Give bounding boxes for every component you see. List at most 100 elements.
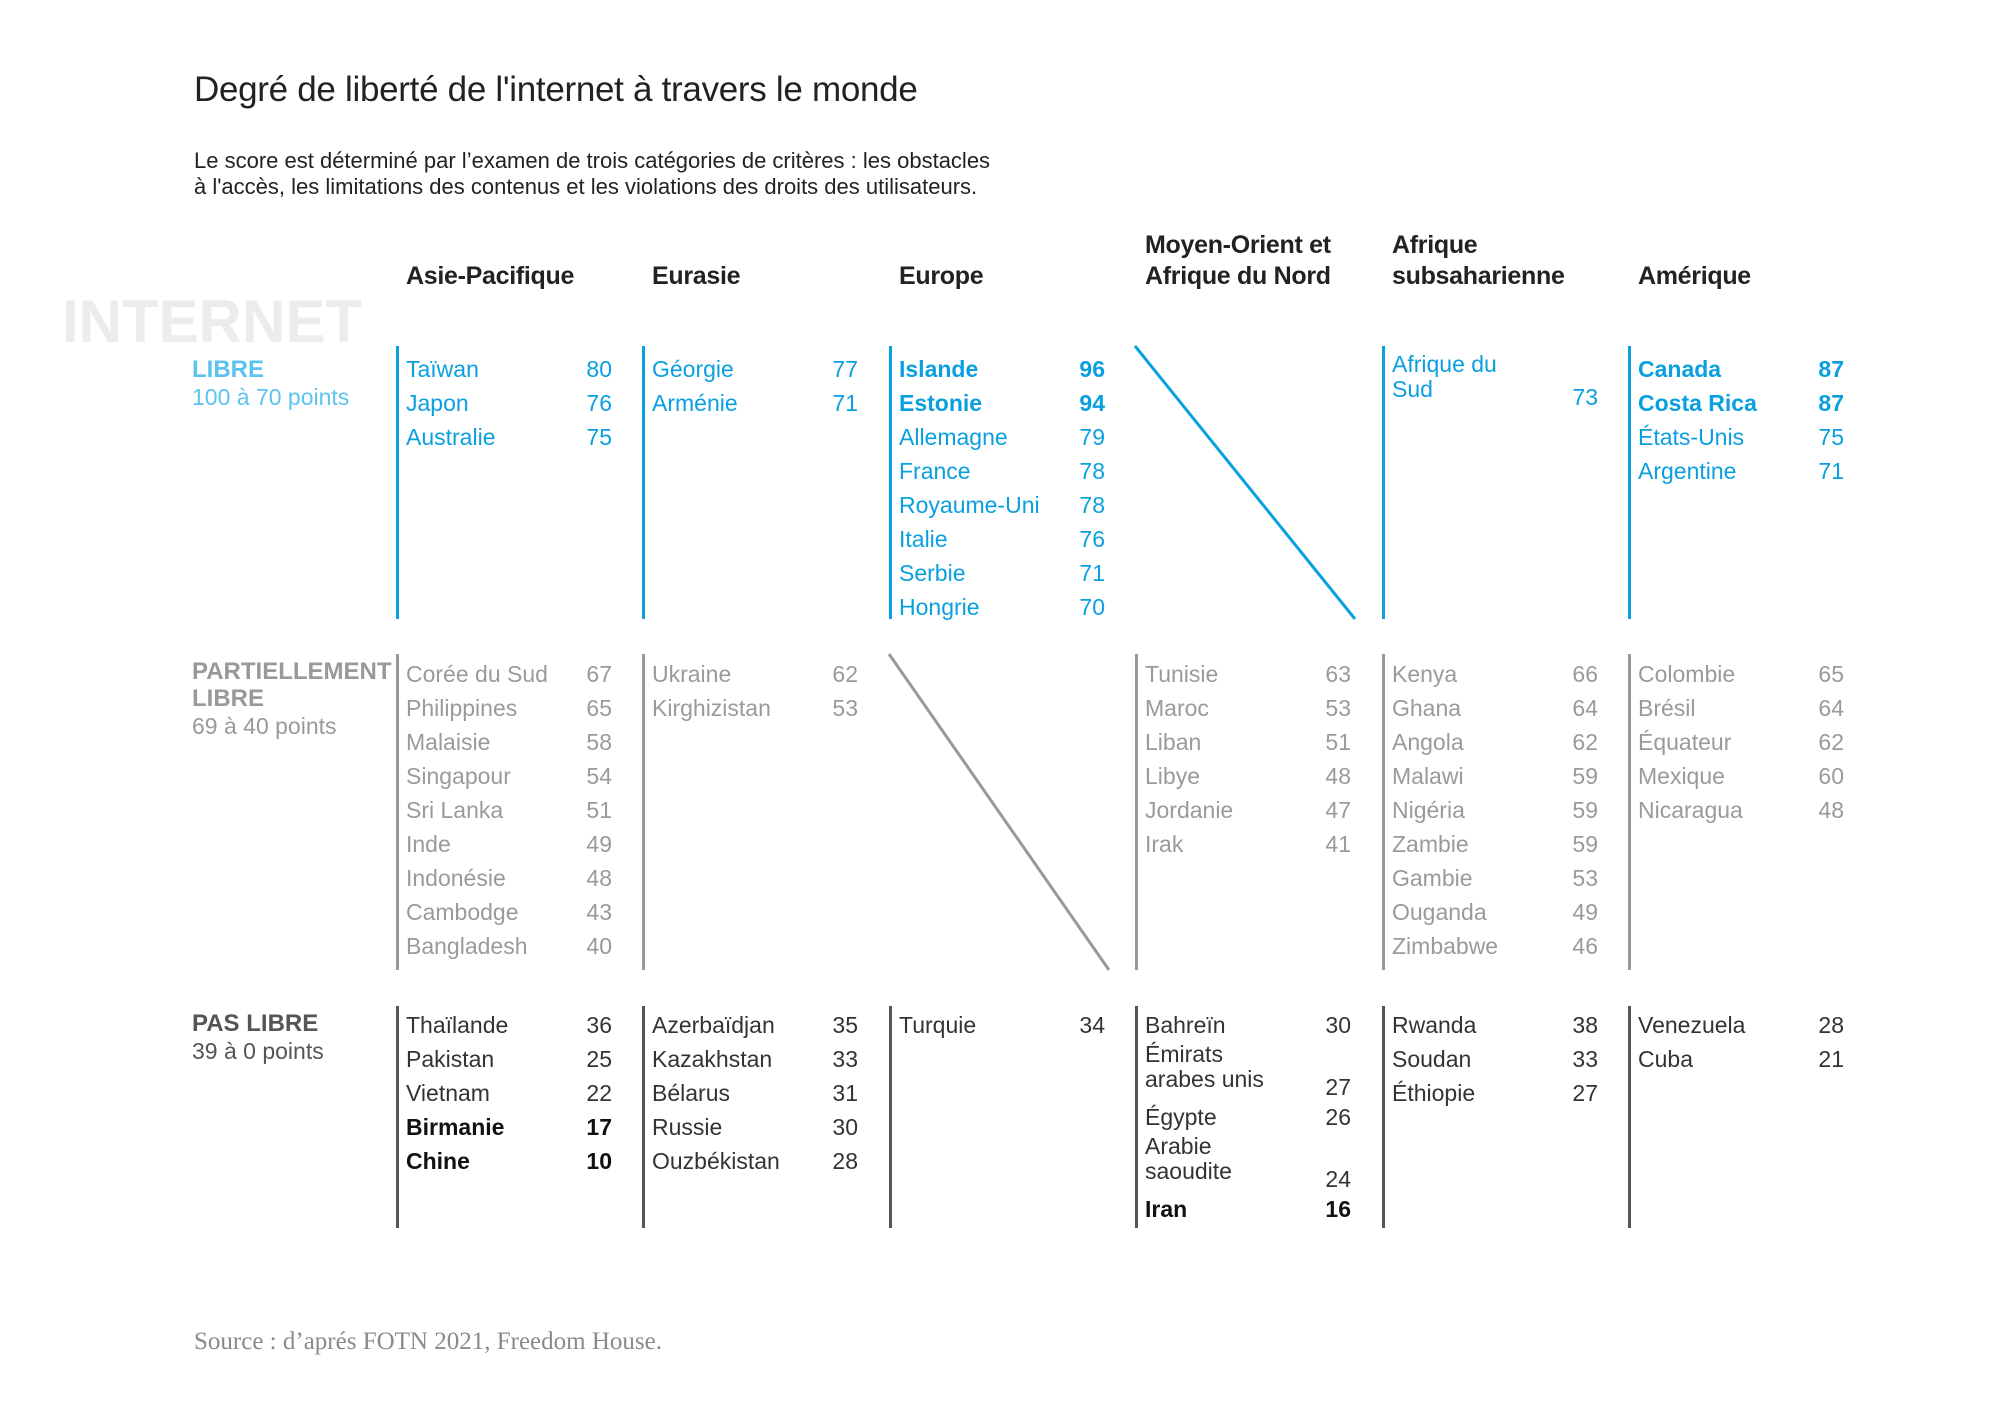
country-score: 94: [1079, 390, 1105, 416]
country-name: Jordanie: [1145, 797, 1234, 823]
country-name: Singapour: [406, 763, 511, 789]
country-list: Azerbaïdjan 35 Kazakhstan 33 Bélarus 31 Russie…: [652, 1008, 858, 1178]
country-score: 59: [1572, 797, 1598, 823]
country-score: 60: [1818, 763, 1844, 789]
country-row: Angola 62: [1392, 725, 1598, 759]
country-score: 77: [832, 356, 858, 382]
country-name: Équateur: [1638, 729, 1732, 755]
country-score: 75: [1818, 424, 1844, 450]
country-score: 22: [586, 1080, 612, 1106]
column-divider: [1382, 1006, 1385, 1228]
country-score: 87: [1818, 390, 1844, 416]
country-name: Costa Rica: [1638, 390, 1757, 416]
country-list: Corée du Sud 67 Philippines 65 Malaisie 58 Sin…: [406, 657, 612, 963]
country-row: Thaïlande 36: [406, 1008, 612, 1042]
country-name: Soudan: [1392, 1046, 1472, 1072]
country-row: Brésil 64: [1638, 691, 1844, 725]
country-name: Pakistan: [406, 1046, 495, 1072]
country-name: Maroc: [1145, 695, 1209, 721]
country-row: Japon 76: [406, 386, 612, 420]
country-name: Zimbabwe: [1392, 933, 1499, 959]
country-score: 28: [832, 1148, 858, 1174]
country-name: Ouzbékistan: [652, 1148, 780, 1174]
country-name: Birmanie: [406, 1114, 505, 1140]
country-score: 34: [1079, 1012, 1105, 1038]
country-score: 16: [1325, 1196, 1351, 1222]
column-divider: [642, 346, 645, 619]
country-name: Kenya: [1392, 661, 1458, 687]
country-row: Argentine 71: [1638, 454, 1844, 488]
column-divider: [396, 1006, 399, 1228]
country-row: Australie 75: [406, 420, 612, 454]
country-row: Nicaragua 48: [1638, 793, 1844, 827]
country-row: Taïwan 80: [406, 352, 612, 386]
subtitle-line: Le score est déterminé par l’examen de t…: [194, 148, 991, 173]
country-score: 76: [1079, 526, 1105, 552]
region-header: Eurasie: [652, 262, 741, 290]
country-name: Islande: [899, 356, 979, 382]
column-divider: [396, 346, 399, 619]
country-score: 62: [832, 661, 858, 687]
country-name: États-Unis: [1638, 424, 1745, 450]
country-score: 31: [832, 1080, 858, 1106]
region-header: Amérique: [1638, 262, 1751, 290]
country-list: Kenya 66 Ghana 64 Angola 62 Malawi 59 Nigéria 59 Z…: [1392, 657, 1598, 963]
country-name: Corée du Sud: [406, 661, 548, 687]
country-name: Vietnam: [406, 1080, 490, 1106]
country-score: 67: [586, 661, 612, 687]
country-row: Cambodge 43: [406, 895, 612, 929]
subtitle: Le score est déterminé par l’examen de t…: [194, 148, 1294, 200]
country-score: 64: [1818, 695, 1844, 721]
country-score: 51: [586, 797, 612, 823]
country-name: Ukraine: [652, 661, 732, 687]
country-row: Ouzbékistan 28: [652, 1144, 858, 1178]
section-label-libre: LIBRE 100 à 70 points: [192, 356, 349, 411]
country-score: 41: [1325, 831, 1351, 857]
country-row: États-Unis 75: [1638, 420, 1844, 454]
country-row: Jordanie 47: [1145, 793, 1351, 827]
country-name: Angola: [1392, 729, 1464, 755]
country-name: Brésil: [1638, 695, 1696, 721]
country-row: Royaume-Uni 78: [899, 488, 1105, 522]
country-name: Royaume-Uni: [899, 492, 1040, 518]
internet-watermark: INTERNET: [62, 288, 362, 355]
country-name: Indonésie: [406, 865, 506, 891]
country-row: Islande 96: [899, 352, 1105, 386]
country-row: Philippines 65: [406, 691, 612, 725]
country-score: 70: [1079, 594, 1105, 620]
country-row: Maroc 53: [1145, 691, 1351, 725]
country-score: 36: [586, 1012, 612, 1038]
region-header: Moyen-Orient et Afrique du Nord: [1145, 231, 1331, 290]
country-score: 17: [586, 1114, 612, 1140]
country-score: 51: [1325, 729, 1351, 755]
country-score: 30: [1325, 1012, 1351, 1038]
country-name: Bahreïn: [1145, 1012, 1226, 1038]
column-divider: [1628, 346, 1631, 619]
country-name: Zambie: [1392, 831, 1469, 857]
column-divider: [1135, 654, 1138, 970]
country-row: Estonie 94: [899, 386, 1105, 420]
country-row: Kirghizistan 53: [652, 691, 858, 725]
country-score: 40: [586, 933, 612, 959]
country-row: Tunisie 63: [1145, 657, 1351, 691]
region-header: Afrique subsaharienne: [1392, 231, 1565, 290]
country-row: Venezuela 28: [1638, 1008, 1844, 1042]
country-score: 38: [1572, 1012, 1598, 1038]
country-row: Ukraine 62: [652, 657, 858, 691]
country-row: Ghana 64: [1392, 691, 1598, 725]
country-name: Égypte: [1145, 1104, 1217, 1130]
country-score: 64: [1572, 695, 1598, 721]
country-row: Kenya 66: [1392, 657, 1598, 691]
country-list: Thaïlande 36 Pakistan 25 Vietnam 22 Birmanie 17…: [406, 1008, 612, 1178]
country-row: Ouganda 49: [1392, 895, 1598, 929]
country-score: 35: [832, 1012, 858, 1038]
country-row: Chine 10: [406, 1144, 612, 1178]
country-row: Équateur 62: [1638, 725, 1844, 759]
country-row: Canada 87: [1638, 352, 1844, 386]
country-score: 78: [1079, 458, 1105, 484]
country-score: 33: [832, 1046, 858, 1072]
source-note: Source : d’aprés FOTN 2021, Freedom Hous…: [194, 1328, 662, 1355]
country-name: Kirghizistan: [652, 695, 771, 721]
country-name: Bélarus: [652, 1080, 730, 1106]
country-score: 54: [586, 763, 612, 789]
